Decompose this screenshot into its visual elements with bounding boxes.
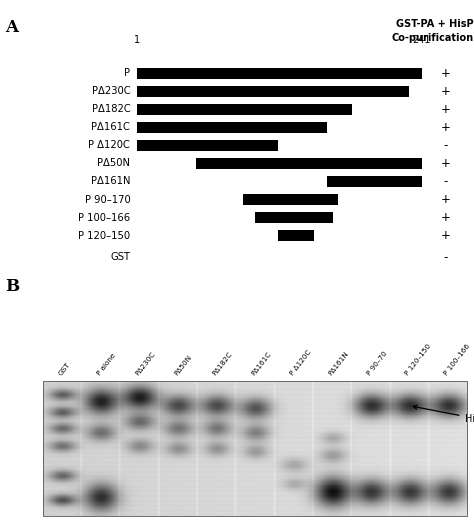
- Text: A: A: [5, 19, 18, 36]
- Text: P Δ120C: P Δ120C: [289, 348, 312, 376]
- Bar: [255, 212, 333, 223]
- Text: PΔ50N: PΔ50N: [97, 158, 130, 169]
- Text: +: +: [441, 229, 450, 242]
- Text: P: P: [124, 68, 130, 79]
- Text: 241: 241: [412, 36, 431, 46]
- Text: PΔ161N: PΔ161N: [91, 177, 130, 187]
- Text: P alone: P alone: [96, 352, 117, 376]
- Bar: [327, 176, 422, 187]
- Text: P 90–170: P 90–170: [84, 194, 130, 204]
- Text: +: +: [441, 103, 450, 116]
- Text: 1: 1: [135, 36, 140, 46]
- Bar: [137, 68, 422, 79]
- Text: P 120–150: P 120–150: [78, 231, 130, 241]
- Text: PΔ161N: PΔ161N: [327, 350, 350, 376]
- Text: +: +: [441, 67, 450, 80]
- Bar: [43, 381, 467, 516]
- Text: GST: GST: [57, 361, 71, 376]
- Text: PΔ161C: PΔ161C: [250, 351, 272, 376]
- Text: PΔ182C: PΔ182C: [211, 351, 234, 376]
- Text: GST: GST: [110, 252, 130, 262]
- Text: PΔ182C: PΔ182C: [91, 104, 130, 114]
- Text: +: +: [441, 193, 450, 206]
- Bar: [243, 194, 338, 205]
- Text: GST-PA + HisP
Co-purification: GST-PA + HisP Co-purification: [392, 19, 474, 42]
- Bar: [137, 122, 327, 133]
- Text: +: +: [441, 211, 450, 224]
- Text: PΔ50N: PΔ50N: [173, 354, 192, 376]
- Bar: [137, 86, 409, 97]
- Text: B: B: [5, 278, 19, 296]
- Text: PΔ161C: PΔ161C: [91, 123, 130, 133]
- Bar: [137, 140, 279, 151]
- Text: +: +: [441, 85, 450, 98]
- Text: P 120–150: P 120–150: [404, 343, 432, 376]
- Text: P Δ120C: P Δ120C: [89, 140, 130, 150]
- Text: P 100–166: P 100–166: [78, 213, 130, 223]
- Text: P 100–166: P 100–166: [443, 343, 471, 376]
- Bar: [137, 104, 352, 115]
- Text: P 90–70: P 90–70: [366, 350, 388, 376]
- Text: PΔ230C: PΔ230C: [134, 351, 156, 376]
- Text: +: +: [441, 157, 450, 170]
- Text: PΔ230C: PΔ230C: [92, 86, 130, 96]
- Text: -: -: [443, 250, 448, 264]
- Bar: [195, 158, 422, 169]
- Text: -: -: [443, 139, 448, 152]
- Text: -: -: [443, 175, 448, 188]
- Bar: [279, 230, 314, 241]
- Text: His-P: His-P: [413, 405, 474, 424]
- Text: +: +: [441, 121, 450, 134]
